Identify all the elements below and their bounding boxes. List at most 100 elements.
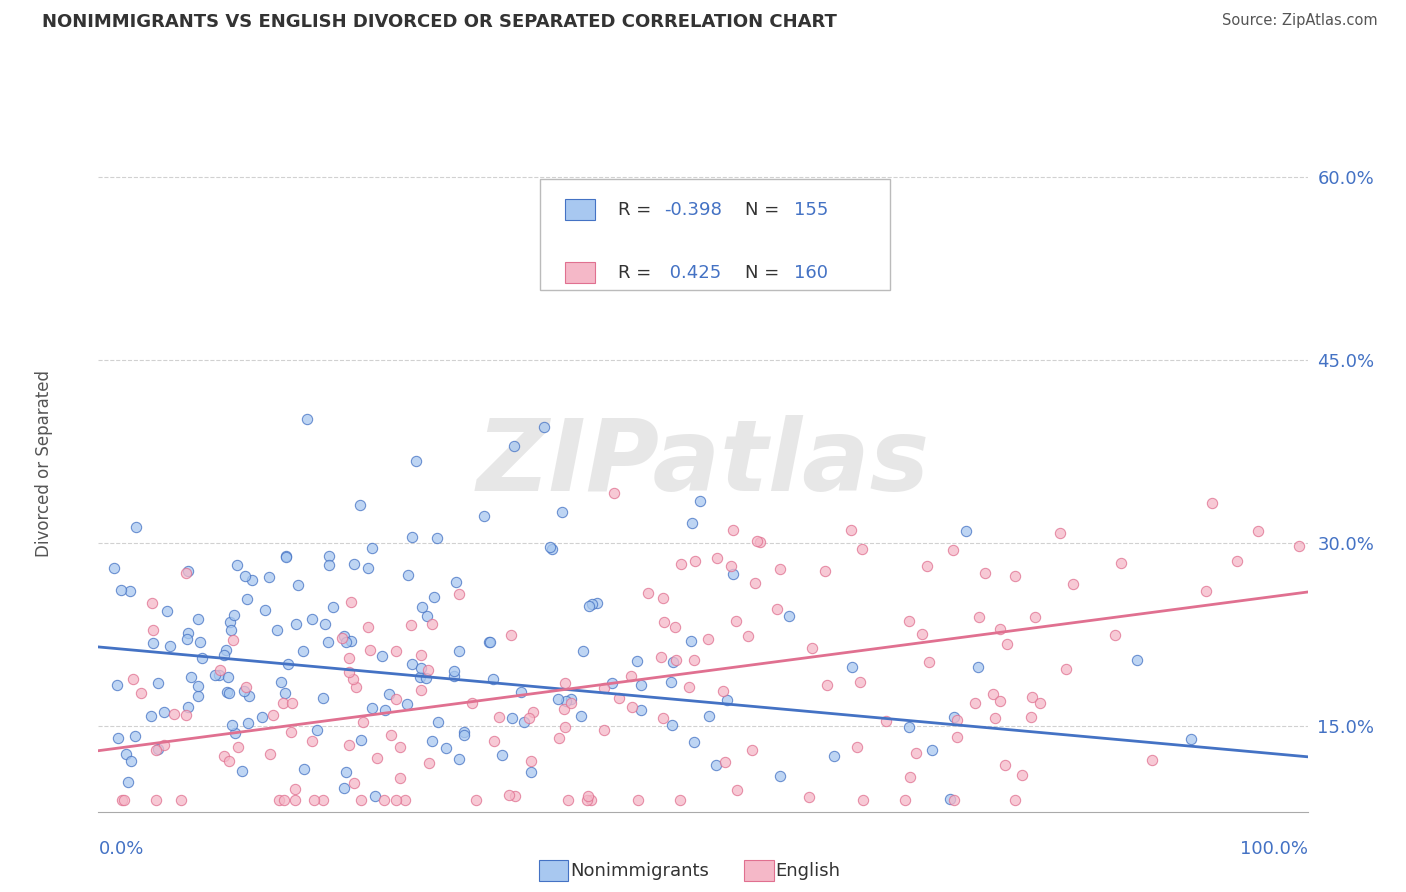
Point: [141, 596, 163, 610]
Point: [339, 595, 361, 609]
Point: [983, 687, 1005, 701]
Point: [579, 792, 602, 806]
Text: N =: N =: [745, 263, 786, 282]
Point: [839, 524, 862, 538]
Point: [266, 623, 288, 637]
Point: [547, 692, 569, 706]
Point: [277, 657, 299, 671]
Point: [120, 754, 142, 768]
Point: [395, 697, 418, 711]
Point: [322, 599, 344, 614]
Point: [153, 738, 176, 752]
Point: [943, 710, 966, 724]
Point: [1049, 525, 1071, 540]
Point: [146, 675, 169, 690]
Point: [1126, 653, 1149, 667]
Point: [333, 780, 356, 795]
Point: [411, 599, 433, 614]
Point: [744, 575, 766, 590]
Point: [503, 789, 526, 803]
Point: [215, 643, 238, 657]
Point: [652, 615, 675, 629]
Text: Nonimmigrants: Nonimmigrants: [569, 862, 709, 880]
Point: [129, 686, 152, 700]
Point: [124, 729, 146, 743]
Point: [520, 754, 543, 768]
Point: [683, 554, 706, 568]
Point: [259, 570, 281, 584]
Point: [620, 699, 643, 714]
Point: [1011, 768, 1033, 782]
Point: [898, 770, 921, 784]
Point: [276, 550, 298, 565]
Point: [547, 731, 569, 745]
Point: [416, 663, 439, 677]
Point: [218, 685, 240, 699]
Point: [683, 735, 706, 749]
Point: [415, 671, 437, 685]
Point: [155, 604, 177, 618]
Text: ZIPatlas: ZIPatlas: [477, 416, 929, 512]
Point: [512, 714, 534, 729]
Point: [538, 540, 561, 554]
Point: [401, 531, 423, 545]
Point: [352, 715, 374, 730]
Text: 160: 160: [793, 263, 828, 282]
Point: [478, 635, 501, 649]
Point: [373, 792, 395, 806]
Point: [281, 696, 304, 710]
Point: [678, 680, 700, 694]
Point: [716, 692, 738, 706]
FancyBboxPatch shape: [565, 200, 595, 220]
Text: English: English: [776, 862, 841, 880]
Point: [349, 498, 371, 512]
Point: [453, 724, 475, 739]
Point: [105, 678, 128, 692]
Point: [607, 691, 630, 706]
Point: [218, 615, 240, 629]
Point: [409, 683, 432, 698]
Point: [411, 648, 433, 663]
Point: [943, 792, 966, 806]
Point: [418, 756, 440, 771]
Point: [517, 711, 540, 725]
Point: [553, 702, 575, 716]
Point: [426, 531, 449, 545]
Point: [911, 627, 934, 641]
Point: [337, 651, 360, 665]
FancyBboxPatch shape: [538, 861, 568, 881]
Point: [501, 711, 523, 725]
Point: [713, 756, 735, 770]
FancyBboxPatch shape: [540, 178, 890, 290]
Point: [122, 672, 145, 686]
Point: [946, 713, 969, 727]
Point: [335, 765, 357, 780]
Point: [177, 625, 200, 640]
Point: [384, 643, 406, 657]
Point: [163, 706, 186, 721]
Point: [259, 747, 281, 762]
Point: [491, 747, 513, 762]
Point: [1201, 495, 1223, 509]
Point: [904, 746, 927, 760]
Point: [350, 792, 373, 806]
Point: [679, 634, 702, 648]
Point: [603, 486, 626, 500]
Point: [988, 623, 1011, 637]
Point: [374, 703, 396, 717]
Point: [427, 715, 450, 730]
Point: [797, 789, 820, 804]
Point: [766, 602, 789, 616]
Point: [725, 783, 748, 797]
Point: [344, 680, 367, 694]
Point: [484, 733, 506, 747]
Point: [142, 623, 165, 637]
Point: [176, 632, 198, 646]
Point: [626, 654, 648, 668]
Point: [318, 549, 340, 563]
Point: [343, 557, 366, 571]
Point: [357, 620, 380, 634]
Point: [388, 740, 411, 755]
Point: [988, 694, 1011, 708]
Point: [146, 742, 169, 756]
